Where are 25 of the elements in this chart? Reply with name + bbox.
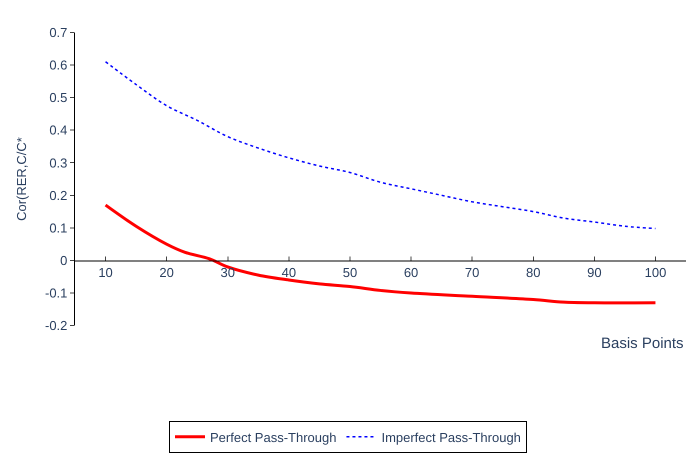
- y-tick-label: -0.2: [44, 318, 68, 334]
- y-tick-label: 0.1: [49, 220, 68, 236]
- x-tick-label: 30: [220, 265, 235, 280]
- x-tick-label: 60: [404, 265, 418, 280]
- x-tick-label: 90: [587, 265, 602, 280]
- y-axis-title: Cor(RER,C/C*: [14, 137, 29, 221]
- x-tick-label: 70: [464, 265, 480, 280]
- y-tick-label: 0.6: [49, 58, 68, 73]
- y-tick-label: 0.3: [49, 155, 68, 170]
- legend-label: Perfect Pass-Through: [210, 430, 336, 445]
- y-tick-label: 0.2: [49, 188, 68, 203]
- y-tick-label: 0.5: [49, 90, 68, 106]
- x-tick-label: 100: [644, 265, 666, 280]
- x-tick-label: 80: [526, 265, 540, 280]
- x-tick-label: 40: [282, 265, 296, 280]
- y-tick-label: 0: [60, 253, 68, 268]
- y-tick-label: 0.4: [49, 122, 68, 138]
- x-tick-label: 20: [159, 265, 174, 280]
- x-axis-title: Basis Points: [601, 335, 684, 352]
- line-series: [104, 61, 656, 230]
- x-tick-label: 50: [342, 265, 358, 280]
- legend-label: Imperfect Pass-Through: [381, 430, 521, 445]
- y-tick-label: 0.7: [49, 24, 68, 40]
- x-tick-label: 10: [98, 265, 113, 280]
- y-tick-label: -0.1: [44, 286, 68, 301]
